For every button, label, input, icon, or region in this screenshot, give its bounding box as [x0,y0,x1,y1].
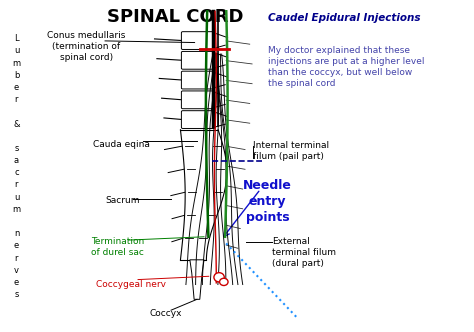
Text: s: s [14,144,18,153]
FancyBboxPatch shape [182,91,215,109]
Text: a: a [14,156,19,165]
Text: r: r [15,181,18,190]
Text: u: u [14,46,19,55]
Text: Conus medullaris
(termination of
spinal cord): Conus medullaris (termination of spinal … [47,31,126,62]
FancyBboxPatch shape [182,71,215,89]
PathPatch shape [190,260,204,299]
Text: My doctor explained that these
injections are put at a higher level
than the coc: My doctor explained that these injection… [268,46,424,88]
Text: Internal terminal
filum (pail part): Internal terminal filum (pail part) [254,141,329,161]
Text: Termination
of durel sac: Termination of durel sac [91,237,144,257]
Text: Coccygeal nerv: Coccygeal nerv [96,280,165,289]
Text: e: e [14,278,19,287]
Text: &: & [13,120,20,128]
Text: u: u [14,193,19,202]
Text: m: m [12,205,20,214]
Text: c: c [14,168,19,177]
Text: e: e [14,241,19,250]
Text: L: L [14,34,19,43]
Text: r: r [15,95,18,104]
Ellipse shape [214,273,224,282]
Text: m: m [12,59,20,68]
Text: Cauda eqina: Cauda eqina [93,140,150,149]
Text: Caudel Epidural Injections: Caudel Epidural Injections [268,13,420,23]
FancyBboxPatch shape [182,32,215,49]
Text: Sacrum: Sacrum [105,196,139,205]
Text: SPINAL CORD: SPINAL CORD [108,8,244,26]
FancyBboxPatch shape [182,51,215,69]
Text: e: e [14,83,19,92]
Text: r: r [15,254,18,263]
Text: n: n [14,229,19,238]
Text: v: v [14,266,19,275]
Ellipse shape [219,278,228,286]
Text: Coccyx: Coccyx [150,309,182,318]
FancyBboxPatch shape [182,111,215,128]
Text: b: b [14,71,19,80]
Text: External
terminal filum
(dural part): External terminal filum (dural part) [273,237,337,268]
Text: Needle
entry
points: Needle entry points [243,179,292,224]
Text: s: s [14,290,18,299]
